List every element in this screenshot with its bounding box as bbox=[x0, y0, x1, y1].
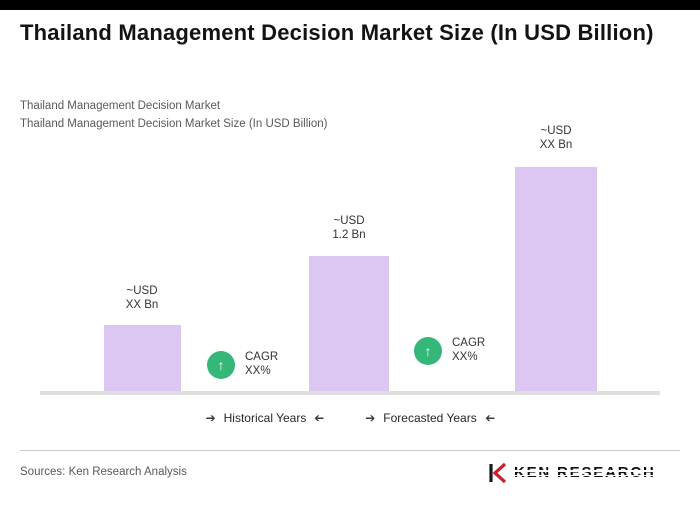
top-accent-bar bbox=[0, 0, 700, 10]
left-arrow-icon: ➔ bbox=[484, 411, 495, 425]
bar-value-label-forecast: ~USD XX Bn bbox=[539, 125, 573, 151]
sources-text: Sources: Ken Research Analysis bbox=[20, 466, 187, 478]
ken-research-k-icon bbox=[489, 462, 507, 484]
bar-base-year bbox=[309, 256, 389, 395]
historical-years-label: ➔ Historical Years ➔ bbox=[170, 410, 360, 426]
right-arrow-icon: ➔ bbox=[205, 411, 216, 425]
up-arrow-icon: ↑ bbox=[424, 343, 432, 359]
logo-stripe bbox=[514, 474, 656, 476]
logo-text-value: KEN RESEARCH bbox=[514, 464, 656, 481]
cagr-label-1: CAGR XX% bbox=[245, 351, 279, 377]
forecasted-years-text: Forecasted Years bbox=[383, 411, 477, 425]
cagr-badge-1: ↑ bbox=[207, 351, 235, 379]
bar-value-label-base: ~USD 1.2 Bn bbox=[332, 215, 366, 241]
right-arrow-icon: ➔ bbox=[365, 411, 376, 425]
footer-divider bbox=[20, 450, 680, 451]
bar-value-label-historical: ~USD XX Bn bbox=[125, 285, 159, 311]
chart-caption-line2: Thailand Management Decision Market Size… bbox=[20, 118, 328, 130]
bar-historical bbox=[104, 325, 181, 395]
logo-stripe bbox=[514, 470, 656, 472]
up-arrow-icon: ↑ bbox=[217, 357, 225, 373]
cagr-label-2: CAGR XX% bbox=[452, 337, 486, 363]
cagr-badge-2: ↑ bbox=[414, 337, 442, 365]
forecasted-years-label: ➔ Forecasted Years ➔ bbox=[335, 410, 525, 426]
left-arrow-icon: ➔ bbox=[314, 411, 325, 425]
historical-years-text: Historical Years bbox=[223, 411, 307, 425]
page-title: Thailand Management Decision Market Size… bbox=[20, 20, 654, 45]
x-axis-line bbox=[40, 391, 660, 395]
ken-research-logo-text: KEN RESEARCH bbox=[514, 462, 656, 484]
chart-caption-line1: Thailand Management Decision Market bbox=[20, 100, 221, 112]
ken-research-logo: KEN RESEARCH bbox=[487, 462, 656, 484]
bar-forecast bbox=[515, 167, 597, 395]
